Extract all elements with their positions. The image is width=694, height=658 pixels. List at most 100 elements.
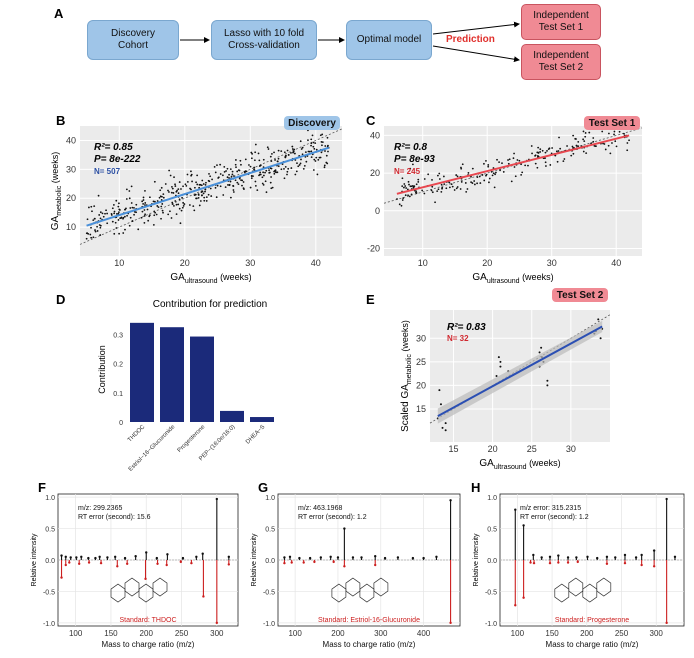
y-tick-label: 20 (416, 380, 426, 390)
prediction-label: Prediction (446, 34, 495, 45)
data-point (208, 172, 210, 175)
ring (110, 583, 126, 603)
panel-label-a: A (54, 6, 64, 21)
bar (160, 327, 184, 422)
chart-f-thdoc-spectrum: 100 150 200 250 300 -1.0 -0.5 0.0 0.5 1.0 m/z: 299… (31, 493, 239, 649)
data-point (270, 187, 273, 190)
data-point (599, 337, 602, 340)
data-point (204, 190, 206, 193)
data-point (178, 181, 181, 183)
data-point (119, 217, 121, 219)
data-point (122, 232, 125, 234)
data-point (488, 177, 491, 180)
y-axis-label: Scaled GAmetabolic (weeks) (400, 320, 413, 432)
data-point (110, 213, 113, 215)
data-point (252, 175, 254, 178)
data-point (448, 186, 451, 189)
data-point (448, 181, 451, 184)
data-point (98, 224, 101, 226)
data-point (264, 180, 267, 183)
sample-peak-tip (343, 527, 346, 530)
data-point (293, 152, 296, 155)
data-point (93, 217, 96, 220)
data-point (216, 164, 218, 167)
standard-peak-tip (514, 604, 517, 607)
data-point (135, 203, 138, 206)
data-point (162, 196, 165, 199)
x-tick-label: 20 (180, 258, 190, 268)
data-point (483, 179, 486, 182)
data-point (444, 422, 447, 425)
data-point (235, 166, 237, 169)
data-point (153, 214, 156, 217)
data-point (184, 183, 187, 186)
x-tick-label: 100 (69, 629, 83, 638)
data-point (198, 186, 201, 189)
data-point (158, 196, 161, 199)
data-point (530, 145, 533, 147)
x-tick-label: 40 (611, 258, 621, 268)
data-point (398, 203, 401, 206)
sample-peak-tip (548, 555, 552, 559)
data-point (167, 189, 169, 192)
data-point (551, 147, 554, 149)
sample-peak-tip (435, 555, 438, 559)
data-point (174, 185, 177, 187)
data-point (104, 212, 106, 215)
y-tick-label: 0.1 (113, 391, 123, 398)
data-point (499, 169, 501, 172)
standard-peak-tip (60, 576, 63, 579)
data-point (199, 200, 202, 202)
y-tick-label: -1.0 (485, 621, 497, 628)
data-point (259, 171, 262, 174)
standard-peak-tip (68, 561, 71, 564)
data-point (402, 197, 405, 200)
data-point (231, 173, 234, 176)
data-point (531, 152, 533, 155)
data-point (142, 196, 145, 199)
data-point (303, 164, 306, 167)
sample-peak-tip (540, 556, 543, 559)
data-point (137, 228, 140, 231)
x-tick-label: 200 (140, 629, 154, 638)
data-point (186, 180, 189, 183)
data-point (427, 173, 430, 176)
data-point (147, 219, 150, 222)
sample-peak-tip (411, 556, 415, 560)
data-point (473, 180, 476, 182)
data-point (248, 164, 250, 166)
ring (138, 583, 154, 603)
x-tick-label: 100 (511, 629, 525, 638)
data-point (261, 182, 264, 185)
sample-peak-tip (155, 556, 159, 560)
data-point (174, 200, 177, 202)
x-tick-label: 10 (114, 258, 124, 268)
data-point (323, 166, 326, 169)
data-point (280, 168, 283, 171)
data-point (513, 152, 515, 155)
data-point (562, 160, 565, 163)
data-point (183, 203, 186, 205)
data-point (626, 142, 629, 144)
data-point (176, 189, 178, 192)
data-point (274, 159, 276, 161)
data-point (171, 185, 173, 188)
data-point (217, 176, 220, 179)
data-point (262, 174, 265, 177)
y-tick-label: -0.5 (43, 589, 55, 596)
ring (373, 577, 389, 597)
data-point (415, 191, 417, 194)
data-point (321, 133, 324, 136)
data-point (499, 360, 502, 363)
data-point (273, 151, 275, 154)
data-point (607, 144, 610, 147)
data-point (240, 163, 242, 166)
data-point (125, 198, 128, 200)
y-tick-label: 20 (370, 168, 380, 178)
data-point (471, 167, 474, 170)
data-point (170, 191, 173, 194)
x-tick-label: 30 (245, 258, 255, 268)
data-point (262, 171, 265, 174)
data-point (196, 174, 199, 177)
data-point (196, 183, 199, 186)
